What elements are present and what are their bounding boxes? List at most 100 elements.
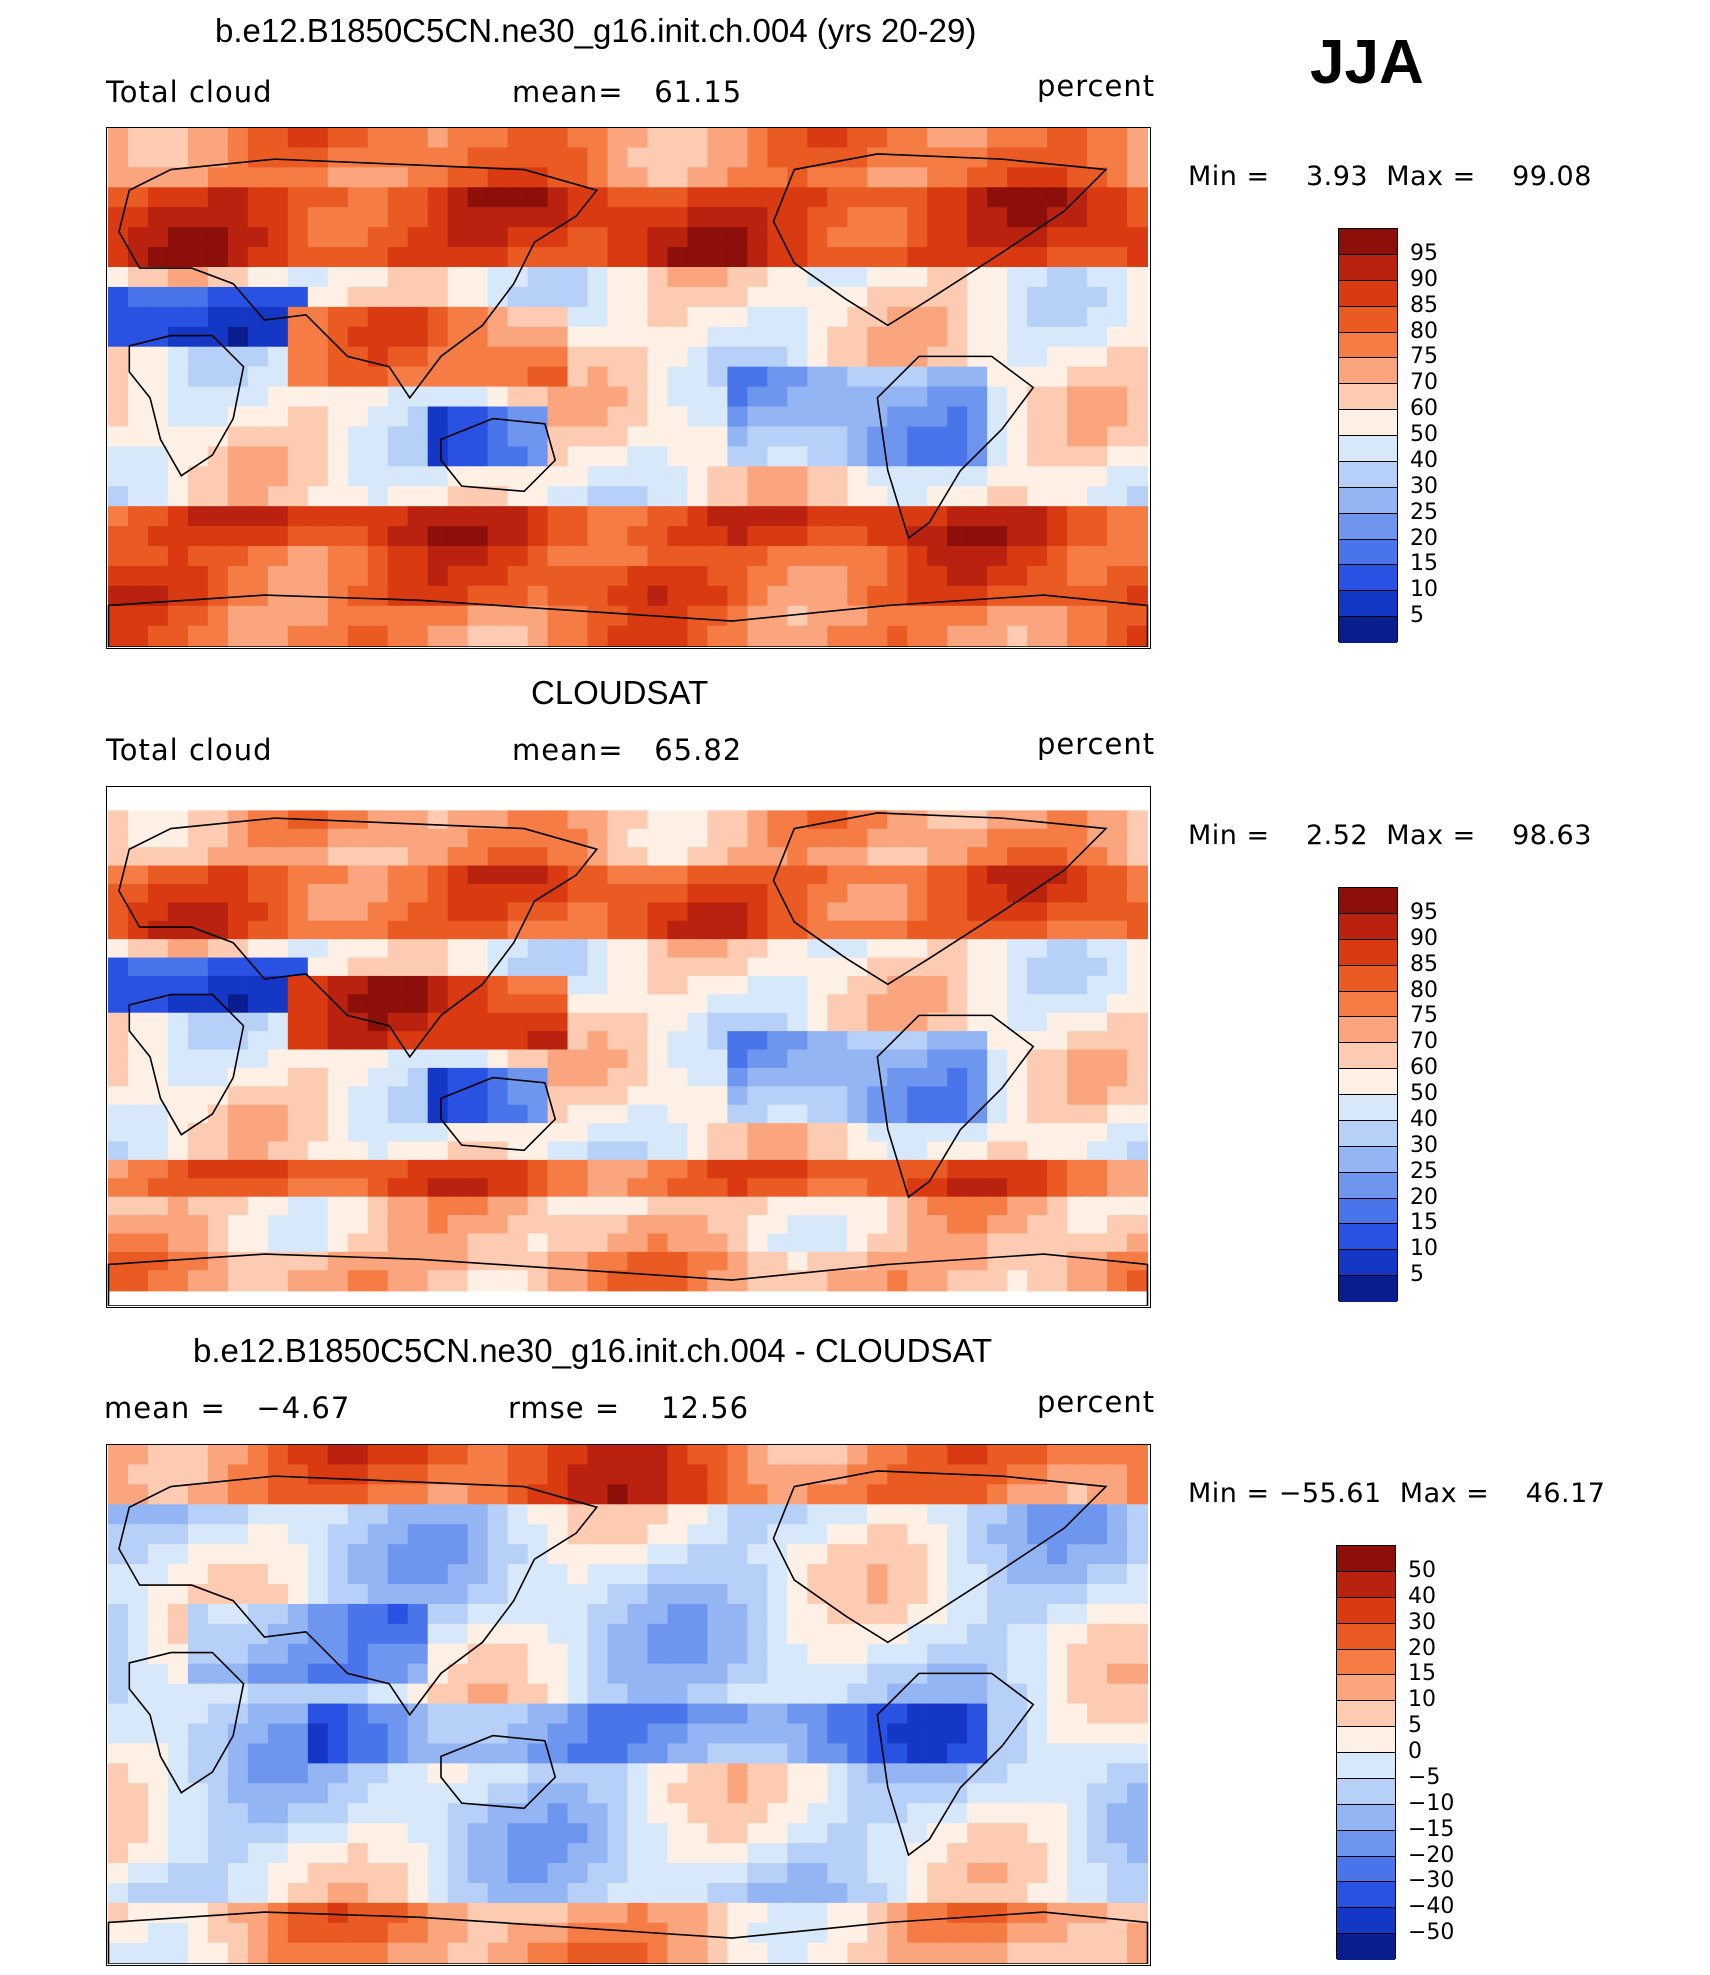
colorbar-swatch: [1339, 332, 1397, 359]
colorbar-swatch: [1339, 461, 1397, 488]
colorbar-swatch: [1339, 513, 1397, 540]
colorbar-swatch: [1339, 1069, 1397, 1095]
colorbar-swatch: [1337, 1597, 1395, 1624]
colorbar-swatch: [1337, 1908, 1395, 1935]
colorbar-swatch: [1339, 410, 1397, 436]
colorbar-swatch: [1337, 1753, 1395, 1779]
panel-3-map: [106, 1444, 1151, 1966]
panel-1-map: [106, 127, 1151, 649]
colorbar-label: 50: [1408, 1557, 1436, 1583]
panel-3-units-label: percent: [1037, 1385, 1156, 1419]
colorbar-swatch: [1339, 1172, 1397, 1199]
colorbar-swatch: [1339, 436, 1397, 462]
colorbar-swatch: [1339, 1043, 1397, 1070]
coastline: [118, 817, 599, 1059]
colorbar-swatch: [1337, 1727, 1395, 1753]
colorbar-label: 90: [1410, 266, 1438, 292]
colorbar-label: −40: [1408, 1894, 1455, 1920]
panel-2-mean-label: mean= 65.82: [512, 733, 743, 767]
colorbar-label: 5: [1410, 603, 1424, 629]
colorbar-swatch: [1337, 1804, 1395, 1831]
colorbar-label: −20: [1408, 1842, 1455, 1868]
colorbar-swatch: [1339, 254, 1397, 281]
coastline: [440, 1734, 557, 1810]
coastline: [440, 1076, 557, 1152]
colorbar-swatch: [1337, 1778, 1395, 1805]
colorbar-swatch: [1337, 1649, 1395, 1676]
colorbar-label: 50: [1410, 1081, 1438, 1106]
colorbar-label: 70: [1410, 1029, 1438, 1055]
colorbar-label: 25: [1410, 1158, 1438, 1184]
panel-1-units-label: percent: [1037, 69, 1156, 103]
coastline: [107, 1911, 1149, 1964]
colorbar-label: 60: [1410, 1055, 1438, 1081]
colorbar-label: 80: [1410, 977, 1438, 1003]
colorbar-swatch: [1339, 1250, 1397, 1277]
colorbar-swatch: [1337, 1546, 1395, 1572]
panel-2-title: CLOUDSAT: [531, 674, 709, 711]
colorbar-swatch: [1339, 1146, 1397, 1173]
colorbar-swatch: [1337, 1882, 1395, 1909]
panel-3-minmax: Min = −55.61 Max = 46.17: [1188, 1478, 1606, 1509]
colorbar-swatch: [1337, 1934, 1395, 1960]
coastline: [118, 1475, 599, 1717]
colorbar-swatch: [1339, 591, 1397, 618]
colorbar-swatch: [1339, 1120, 1397, 1147]
colorbar-swatch: [1339, 913, 1397, 940]
colorbar-label: 95: [1410, 899, 1438, 925]
coastline: [128, 1651, 245, 1794]
colorbar-swatch: [1339, 229, 1397, 255]
panel-1-mean-label: mean= 61.15: [512, 75, 743, 109]
colorbar-swatch: [1339, 280, 1397, 307]
colorbar-swatch: [1339, 1017, 1397, 1044]
colorbar-label: 95: [1410, 240, 1438, 266]
colorbar-label: −50: [1408, 1920, 1455, 1946]
colorbar-label: −30: [1408, 1868, 1455, 1894]
colorbar-label: 0: [1408, 1739, 1422, 1764]
colorbar-swatch: [1337, 1701, 1395, 1728]
coastline: [107, 594, 1149, 647]
panel-1-minmax: Min = 3.93 Max = 99.08: [1188, 161, 1592, 192]
colorbar-swatch: [1339, 965, 1397, 992]
panel-1-variable-label: Total cloud: [106, 75, 273, 109]
colorbar-swatch: [1339, 617, 1397, 643]
panel-1-title: b.e12.B1850C5CN.ne30_g16.init.ch.004 (yr…: [215, 12, 977, 49]
panel-2-variable-label: Total cloud: [106, 733, 273, 767]
colorbar-label: 30: [1410, 1132, 1438, 1158]
colorbar-swatch: [1339, 358, 1397, 385]
colorbar-swatch: [1339, 1198, 1397, 1225]
colorbar-swatch: [1337, 1830, 1395, 1857]
colorbar-label: 40: [1408, 1583, 1436, 1609]
coastline: [876, 1672, 1035, 1857]
coastline: [876, 355, 1035, 540]
coastline: [772, 1470, 1108, 1644]
season-label: JJA: [1310, 28, 1424, 97]
colorbar-swatch: [1337, 1675, 1395, 1702]
colorbar-swatch: [1339, 1224, 1397, 1251]
colorbar-label: −15: [1408, 1816, 1455, 1842]
colorbar-swatch: [1339, 565, 1397, 592]
colorbar-swatch: [1339, 991, 1397, 1018]
colorbar-label: 75: [1410, 1003, 1438, 1029]
colorbar-label: 10: [1408, 1687, 1436, 1713]
colorbar-label: 30: [1408, 1609, 1436, 1635]
colorbar-label: 85: [1410, 292, 1438, 318]
colorbar-label: 15: [1410, 551, 1438, 577]
panel-3-rmse-label: rmse = 12.56: [508, 1391, 750, 1425]
colorbar-label: 15: [1408, 1661, 1436, 1687]
colorbar-swatch: [1339, 1095, 1397, 1121]
colorbar-swatch: [1339, 888, 1397, 914]
colorbar-swatch: [1339, 939, 1397, 966]
panel-2-map: [106, 786, 1151, 1308]
coastline: [107, 1253, 1149, 1306]
coastline: [128, 993, 245, 1136]
colorbar-label: −5: [1408, 1764, 1441, 1790]
coastline: [876, 1014, 1035, 1199]
colorbar-label: 10: [1410, 1236, 1438, 1262]
panel-2-colorbar: [1338, 887, 1398, 1302]
colorbar-label: 30: [1410, 473, 1438, 499]
colorbar-label: −10: [1408, 1790, 1455, 1816]
colorbar-label: 40: [1410, 1106, 1438, 1132]
panel-3-colorbar: [1336, 1545, 1396, 1960]
panel-2-minmax: Min = 2.52 Max = 98.63: [1188, 820, 1592, 851]
